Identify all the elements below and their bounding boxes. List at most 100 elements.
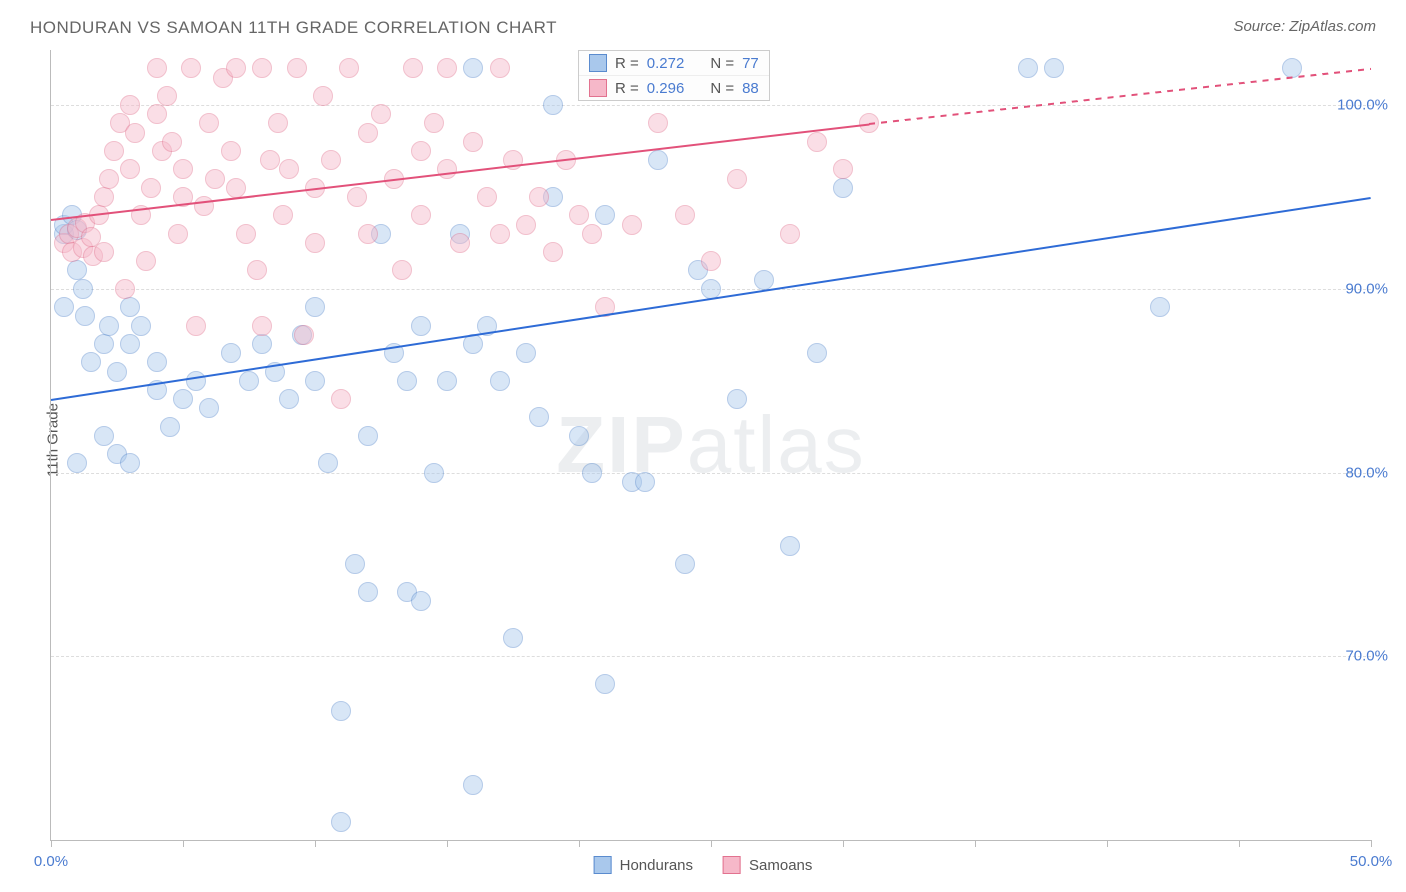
stats-legend: R = 0.272N = 77R = 0.296N = 88 bbox=[578, 50, 770, 101]
gridline-h bbox=[51, 105, 1371, 106]
scatter-point bbox=[273, 205, 293, 225]
scatter-point bbox=[529, 187, 549, 207]
legend-swatch-samoans bbox=[723, 856, 741, 874]
scatter-point bbox=[345, 554, 365, 574]
source-attribution: Source: ZipAtlas.com bbox=[1233, 18, 1376, 35]
scatter-point bbox=[131, 316, 151, 336]
scatter-point bbox=[397, 371, 417, 391]
scatter-point bbox=[437, 58, 457, 78]
scatter-point bbox=[247, 260, 267, 280]
scatter-point bbox=[358, 426, 378, 446]
scatter-point bbox=[595, 205, 615, 225]
stat-r-label: R = bbox=[615, 80, 639, 97]
scatter-point bbox=[358, 123, 378, 143]
scatter-point bbox=[582, 463, 602, 483]
series-legend: Hondurans Samoans bbox=[594, 856, 813, 874]
scatter-point bbox=[411, 591, 431, 611]
scatter-point bbox=[279, 389, 299, 409]
scatter-point bbox=[477, 187, 497, 207]
scatter-point bbox=[622, 215, 642, 235]
stat-n-value: 88 bbox=[742, 80, 759, 97]
scatter-point bbox=[221, 141, 241, 161]
scatter-point bbox=[490, 224, 510, 244]
y-tick-label: 90.0% bbox=[1345, 280, 1388, 297]
x-tick-label: 0.0% bbox=[34, 853, 68, 870]
scatter-point bbox=[595, 674, 615, 694]
scatter-point bbox=[807, 132, 827, 152]
plot-area: ZIPatlas 0.0%50.0% bbox=[50, 50, 1371, 841]
stats-legend-row: R = 0.272N = 77 bbox=[579, 51, 769, 76]
scatter-point bbox=[569, 426, 589, 446]
scatter-point bbox=[120, 297, 140, 317]
scatter-point bbox=[503, 628, 523, 648]
scatter-point bbox=[331, 389, 351, 409]
x-tick bbox=[1107, 840, 1108, 847]
scatter-point bbox=[75, 306, 95, 326]
scatter-point bbox=[186, 371, 206, 391]
scatter-point bbox=[104, 141, 124, 161]
legend-item-hondurans: Hondurans bbox=[594, 856, 693, 874]
scatter-point bbox=[107, 362, 127, 382]
scatter-point bbox=[67, 453, 87, 473]
scatter-point bbox=[411, 141, 431, 161]
scatter-point bbox=[181, 58, 201, 78]
scatter-point bbox=[173, 159, 193, 179]
scatter-point bbox=[305, 233, 325, 253]
scatter-point bbox=[437, 371, 457, 391]
scatter-point bbox=[727, 169, 747, 189]
scatter-point bbox=[99, 169, 119, 189]
legend-label-samoans: Samoans bbox=[749, 857, 812, 874]
scatter-point bbox=[582, 224, 602, 244]
scatter-point bbox=[411, 316, 431, 336]
scatter-point bbox=[1044, 58, 1064, 78]
scatter-point bbox=[358, 582, 378, 602]
scatter-point bbox=[463, 775, 483, 795]
scatter-point bbox=[529, 407, 549, 427]
scatter-point bbox=[268, 113, 288, 133]
scatter-point bbox=[157, 86, 177, 106]
scatter-point bbox=[199, 398, 219, 418]
scatter-point bbox=[635, 472, 655, 492]
gridline-h bbox=[51, 656, 1371, 657]
scatter-point bbox=[186, 316, 206, 336]
scatter-point bbox=[437, 159, 457, 179]
scatter-point bbox=[543, 242, 563, 262]
scatter-point bbox=[160, 417, 180, 437]
scatter-point bbox=[260, 150, 280, 170]
scatter-point bbox=[313, 86, 333, 106]
scatter-point bbox=[239, 371, 259, 391]
scatter-point bbox=[339, 58, 359, 78]
x-tick bbox=[447, 840, 448, 847]
scatter-point bbox=[675, 205, 695, 225]
scatter-point bbox=[73, 279, 93, 299]
scatter-point bbox=[94, 334, 114, 354]
y-tick-label: 80.0% bbox=[1345, 464, 1388, 481]
scatter-point bbox=[236, 224, 256, 244]
legend-item-samoans: Samoans bbox=[723, 856, 812, 874]
legend-swatch bbox=[589, 79, 607, 97]
scatter-point bbox=[411, 205, 431, 225]
scatter-point bbox=[221, 343, 241, 363]
scatter-point bbox=[205, 169, 225, 189]
y-tick-label: 100.0% bbox=[1337, 97, 1388, 114]
scatter-point bbox=[147, 352, 167, 372]
scatter-point bbox=[403, 58, 423, 78]
scatter-point bbox=[94, 242, 114, 262]
scatter-point bbox=[226, 178, 246, 198]
scatter-point bbox=[252, 58, 272, 78]
stats-legend-row: R = 0.296N = 88 bbox=[579, 76, 769, 100]
scatter-point bbox=[543, 95, 563, 115]
scatter-point bbox=[136, 251, 156, 271]
watermark-rest: atlas bbox=[687, 400, 866, 489]
scatter-point bbox=[1018, 58, 1038, 78]
scatter-point bbox=[168, 224, 188, 244]
scatter-point bbox=[305, 371, 325, 391]
stat-n-label: N = bbox=[710, 55, 734, 72]
gridline-h bbox=[51, 473, 1371, 474]
scatter-point bbox=[99, 316, 119, 336]
scatter-point bbox=[780, 536, 800, 556]
x-tick bbox=[843, 840, 844, 847]
scatter-point bbox=[347, 187, 367, 207]
scatter-point bbox=[120, 334, 140, 354]
scatter-point bbox=[321, 150, 341, 170]
